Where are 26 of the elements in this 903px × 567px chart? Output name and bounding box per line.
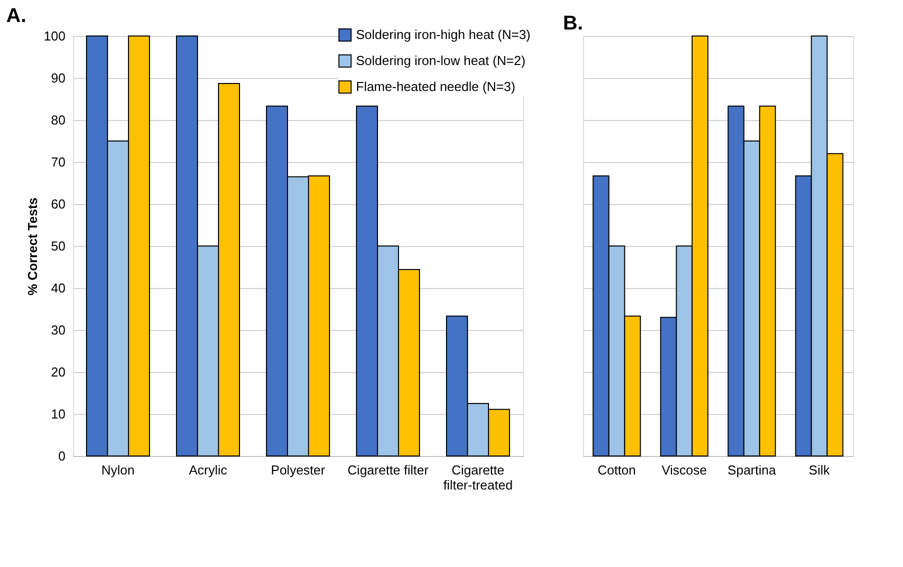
- x-tick-label: Polyester: [270, 462, 326, 478]
- chart-title: A.: [6, 5, 26, 27]
- x-tick-label: Cigarette filter: [348, 462, 430, 478]
- legend-label: Soldering iron-low heat (N=2): [356, 53, 526, 68]
- x-tick-label: Viscose: [662, 462, 707, 478]
- legend-label: Soldering iron-high heat (N=3): [356, 27, 531, 42]
- y-tick-label: 10: [51, 406, 66, 422]
- y-tick-label: 30: [51, 322, 66, 338]
- x-tick-label: Silk: [808, 462, 830, 478]
- y-tick-label: 60: [51, 196, 66, 212]
- chart-title: B.: [563, 12, 583, 34]
- legend-label: Flame-heated needle (N=3): [356, 79, 516, 94]
- y-tick-label: 100: [44, 28, 66, 44]
- y-tick-label: 40: [51, 280, 66, 296]
- y-tick-label: 70: [51, 154, 66, 170]
- x-tick-label: Cotton: [598, 462, 636, 478]
- y-tick-label: 80: [51, 112, 66, 128]
- y-tick-label: 20: [51, 364, 66, 380]
- x-tick-label: Nylon: [101, 462, 135, 478]
- x-tick-label: Spartina: [728, 462, 777, 478]
- y-axis-title: % Correct Tests: [24, 197, 40, 296]
- y-tick-label: 50: [51, 238, 66, 254]
- x-tick-label: Acrylic: [188, 462, 228, 478]
- x-tick-label: Cigarette filter-treated: [443, 462, 513, 492]
- y-tick-label: 0: [58, 448, 66, 464]
- y-tick-label: 90: [51, 70, 66, 86]
